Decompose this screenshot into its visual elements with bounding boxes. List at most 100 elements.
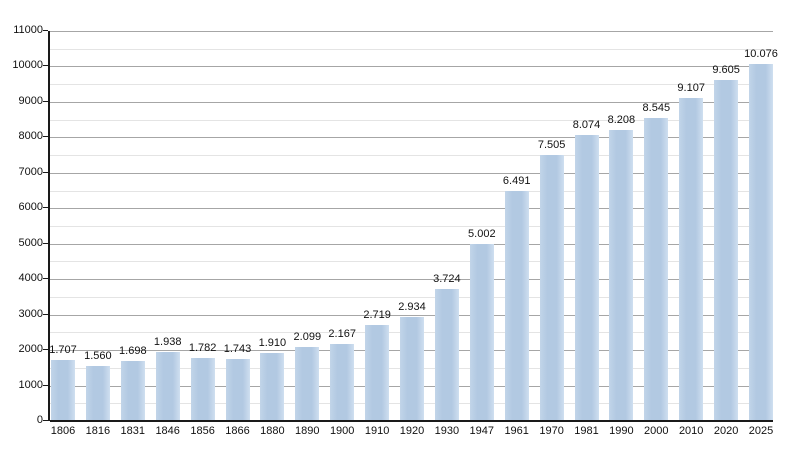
bar bbox=[85, 365, 110, 421]
x-axis-label: 2010 bbox=[678, 425, 704, 437]
bar bbox=[714, 80, 739, 421]
major-gridline bbox=[50, 101, 773, 103]
y-axis-tick bbox=[43, 136, 48, 138]
bar bbox=[434, 288, 459, 421]
x-axis-label: 1806 bbox=[50, 425, 76, 437]
y-axis-label: 11000 bbox=[13, 24, 43, 36]
major-gridline bbox=[50, 243, 773, 245]
y-axis-label: 5000 bbox=[18, 236, 43, 249]
y-axis-tick bbox=[43, 65, 48, 67]
major-gridline bbox=[50, 31, 773, 32]
bar-value-label: 2.099 bbox=[293, 330, 322, 343]
minor-gridline bbox=[50, 119, 773, 121]
bar-value-label: 2.167 bbox=[328, 328, 356, 341]
x-axis-line bbox=[50, 420, 773, 422]
bar-value-label: 1.782 bbox=[188, 341, 217, 354]
bar-value-label: 2.934 bbox=[398, 300, 426, 313]
bar-value-label: 9.107 bbox=[677, 82, 705, 95]
y-axis-label: 0 bbox=[36, 414, 43, 426]
bar-value-label: 3.724 bbox=[433, 272, 461, 285]
major-gridline bbox=[50, 137, 773, 139]
x-axis-label: 1970 bbox=[539, 425, 564, 437]
bar-value-label: 1.560 bbox=[84, 349, 112, 362]
minor-gridline bbox=[50, 296, 773, 298]
bar-value-label: 1.910 bbox=[258, 337, 287, 350]
bar bbox=[295, 346, 320, 421]
bar bbox=[574, 134, 599, 421]
x-axis-label: 1900 bbox=[329, 425, 355, 437]
minor-gridline bbox=[50, 155, 773, 157]
bar bbox=[120, 360, 145, 421]
bar bbox=[609, 130, 634, 421]
bar-value-label: 6.491 bbox=[502, 174, 531, 187]
minor-gridline bbox=[50, 48, 773, 50]
x-axis-label: 1816 bbox=[85, 425, 111, 437]
y-axis-tick bbox=[43, 384, 48, 386]
bar-value-label: 2.719 bbox=[363, 308, 391, 321]
bar bbox=[190, 357, 215, 421]
x-axis-label: 1981 bbox=[574, 425, 599, 437]
major-gridline bbox=[50, 208, 773, 210]
bar bbox=[749, 63, 773, 421]
x-axis-label: 1947 bbox=[469, 425, 495, 437]
bar-value-label: 1.938 bbox=[153, 336, 182, 349]
bar-value-label: 1.743 bbox=[223, 343, 252, 356]
bar-value-label: 10.076 bbox=[744, 47, 778, 60]
y-axis-label: 2000 bbox=[18, 343, 43, 356]
x-axis-label: 1920 bbox=[399, 425, 425, 437]
bar bbox=[469, 243, 494, 421]
y-axis-tick bbox=[43, 100, 48, 102]
bar-value-label: 8.545 bbox=[642, 102, 671, 115]
x-axis-label: 1866 bbox=[225, 425, 250, 437]
major-gridline bbox=[50, 314, 773, 316]
bar bbox=[504, 190, 529, 421]
x-axis-label: 1856 bbox=[190, 425, 215, 437]
y-axis-line bbox=[48, 31, 50, 421]
x-axis-label: 1890 bbox=[295, 425, 320, 437]
bar-value-label: 8.208 bbox=[607, 113, 636, 126]
x-axis-label: 2020 bbox=[713, 425, 739, 437]
bar bbox=[330, 344, 355, 421]
y-axis-label: 9000 bbox=[18, 94, 43, 107]
bar bbox=[539, 154, 564, 421]
minor-gridline bbox=[50, 190, 773, 192]
minor-gridline bbox=[50, 261, 773, 263]
bar bbox=[51, 360, 75, 421]
bar-value-label: 8.074 bbox=[572, 118, 601, 131]
plot-area bbox=[50, 31, 773, 421]
y-axis-tick bbox=[43, 171, 48, 173]
bar-value-label: 9.605 bbox=[712, 64, 740, 77]
bar bbox=[679, 98, 704, 421]
y-axis-tick bbox=[43, 207, 48, 209]
y-axis-label: 8000 bbox=[18, 130, 43, 143]
bar bbox=[644, 118, 669, 421]
minor-gridline bbox=[50, 226, 773, 227]
bar bbox=[260, 353, 285, 421]
minor-gridline bbox=[50, 84, 773, 86]
y-axis-tick bbox=[43, 278, 48, 280]
bar-value-label: 1.698 bbox=[119, 344, 147, 357]
x-axis-label: 2000 bbox=[644, 425, 669, 437]
y-axis-tick bbox=[43, 349, 48, 351]
x-axis-label: 1880 bbox=[260, 425, 285, 437]
y-axis-label: 3000 bbox=[18, 307, 43, 320]
y-axis-tick bbox=[43, 30, 48, 31]
y-axis-label: 7000 bbox=[18, 165, 43, 178]
bar-value-label: 5.002 bbox=[468, 227, 496, 240]
y-axis-label: 6000 bbox=[18, 201, 43, 214]
x-axis-label: 1990 bbox=[609, 425, 634, 437]
bar-value-label: 7.505 bbox=[537, 138, 566, 151]
x-axis-label: 1846 bbox=[155, 425, 180, 437]
x-axis-label: 1961 bbox=[504, 425, 529, 437]
bar bbox=[155, 352, 180, 421]
y-axis-label: 4000 bbox=[18, 272, 43, 285]
y-axis-tick bbox=[43, 242, 48, 244]
y-axis-tick bbox=[43, 420, 48, 421]
y-axis-label: 1000 bbox=[18, 378, 43, 391]
x-axis-label: 2025 bbox=[748, 425, 774, 437]
major-gridline bbox=[50, 279, 773, 281]
bar-value-label: 1.707 bbox=[49, 344, 77, 357]
x-axis-label: 1831 bbox=[120, 425, 146, 437]
x-axis-label: 1910 bbox=[364, 425, 390, 437]
